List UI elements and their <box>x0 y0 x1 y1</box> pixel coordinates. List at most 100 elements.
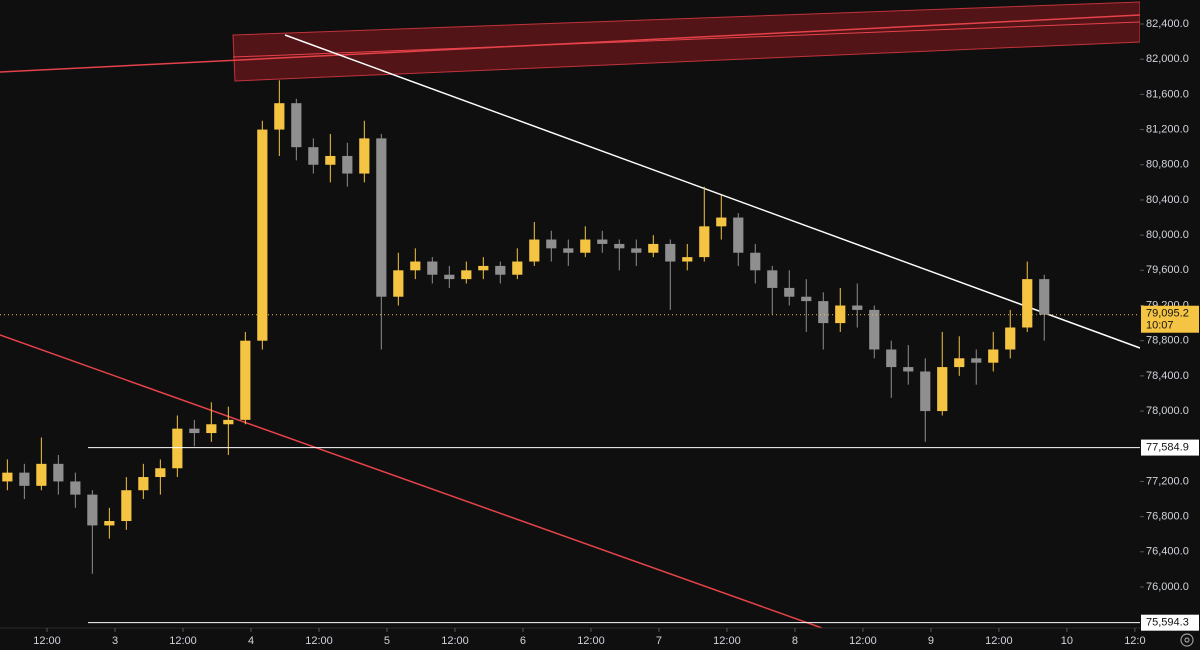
candle-body <box>121 490 132 522</box>
trend-line <box>0 334 823 629</box>
x-tick-label: 4 <box>248 635 254 647</box>
candle-body <box>937 367 948 412</box>
candle-body <box>257 129 268 341</box>
y-tick-label: 78,400.0 <box>1146 370 1189 382</box>
candle-body <box>920 371 931 412</box>
candle-body <box>342 155 353 174</box>
price-label: 75,594.3 <box>1146 617 1189 629</box>
price-label-box <box>1141 439 1199 456</box>
y-tick-label: 81,200.0 <box>1146 123 1189 135</box>
candle-body <box>716 217 727 227</box>
candle-body <box>954 358 965 368</box>
candle-body <box>2 472 13 482</box>
candle-body <box>359 138 370 174</box>
x-tick-label: 9 <box>928 635 934 647</box>
y-tick-label: 79,600.0 <box>1146 264 1189 276</box>
candle-body <box>138 477 149 491</box>
x-tick-label: 8 <box>792 635 798 647</box>
candle-body <box>427 261 438 275</box>
y-tick-label: 77,200.0 <box>1146 475 1189 487</box>
trend-line <box>232 21 1141 58</box>
candle-body <box>563 248 574 253</box>
x-tick-label: 7 <box>656 635 662 647</box>
candle-body <box>529 239 540 262</box>
trend-line <box>284 34 1141 349</box>
candle-body <box>869 309 880 350</box>
candle-body <box>53 463 64 482</box>
x-tick-label: 12:00 <box>441 635 469 647</box>
candle-body <box>444 274 455 280</box>
candle-body <box>801 296 812 302</box>
candle-body <box>512 261 523 275</box>
candle-body <box>750 252 761 271</box>
candle-body <box>1005 327 1016 350</box>
candle-body <box>104 521 115 526</box>
candle-body <box>325 155 336 165</box>
candle-body <box>546 239 557 249</box>
candle-body <box>291 103 302 148</box>
x-tick-label: 12:0 <box>1124 635 1145 647</box>
price-label-box <box>1141 614 1199 631</box>
candle-body <box>87 494 98 526</box>
candle-body <box>614 243 625 249</box>
candle-body <box>631 248 642 253</box>
settings-gear[interactable] <box>1180 633 1194 647</box>
candle-body <box>852 305 863 310</box>
x-tick-label: 12:00 <box>849 635 877 647</box>
x-tick-label: 12:00 <box>985 635 1013 647</box>
last-price-label: 79,095.2 <box>1146 308 1189 320</box>
candle-body <box>274 103 285 130</box>
candle-body <box>240 340 251 420</box>
y-tick-label: 80,000.0 <box>1146 229 1189 241</box>
x-tick-label: 12:00 <box>577 635 605 647</box>
candle-body <box>19 472 30 486</box>
candle-body <box>461 270 472 280</box>
x-tick-label: 10 <box>1061 635 1073 647</box>
candle-body <box>1039 279 1050 315</box>
x-tick-label: 12:00 <box>713 635 741 647</box>
candle-body <box>699 226 710 258</box>
candle-body <box>1022 279 1033 328</box>
candle-body <box>597 239 608 244</box>
countdown: 10:07 <box>1146 320 1174 332</box>
candle-body <box>478 265 489 271</box>
candle-body <box>393 270 404 297</box>
y-tick-label: 80,400.0 <box>1146 194 1189 206</box>
settings-icon[interactable] <box>1180 633 1194 647</box>
y-tick-label: 81,600.0 <box>1146 88 1189 100</box>
y-tick-label: 78,000.0 <box>1146 405 1189 417</box>
candle-body <box>70 481 81 495</box>
candle-body <box>648 243 659 253</box>
y-tick-label: 82,000.0 <box>1146 53 1189 65</box>
y-tick-label: 82,400.0 <box>1146 18 1189 30</box>
candle-body <box>36 463 47 486</box>
y-tick-label: 76,000.0 <box>1146 581 1189 593</box>
candle-body <box>767 270 778 288</box>
candle-body <box>886 349 897 368</box>
candle-body <box>682 257 693 262</box>
y-tick-label: 76,800.0 <box>1146 511 1189 523</box>
x-tick-label: 5 <box>384 635 390 647</box>
x-tick-label: 3 <box>112 635 118 647</box>
candle-body <box>376 138 387 297</box>
candle-body <box>784 287 795 297</box>
candle-body <box>971 358 982 363</box>
candle-body <box>410 261 421 271</box>
y-tick-label: 80,800.0 <box>1146 159 1189 171</box>
candle-body <box>818 301 829 324</box>
candle-body <box>308 147 319 165</box>
candle-body <box>988 349 999 363</box>
settings-gear-center[interactable] <box>1184 637 1190 643</box>
candle-body <box>155 468 166 478</box>
last-price-box <box>1141 305 1199 333</box>
x-tick-label: 12:00 <box>169 635 197 647</box>
y-tick-label: 78,800.0 <box>1146 335 1189 347</box>
candle-body <box>223 419 234 425</box>
candle-body <box>733 217 744 253</box>
candle-body <box>206 424 217 434</box>
x-tick-label: 12:00 <box>305 635 333 647</box>
candle-body <box>665 243 676 262</box>
candle-body <box>189 428 200 434</box>
